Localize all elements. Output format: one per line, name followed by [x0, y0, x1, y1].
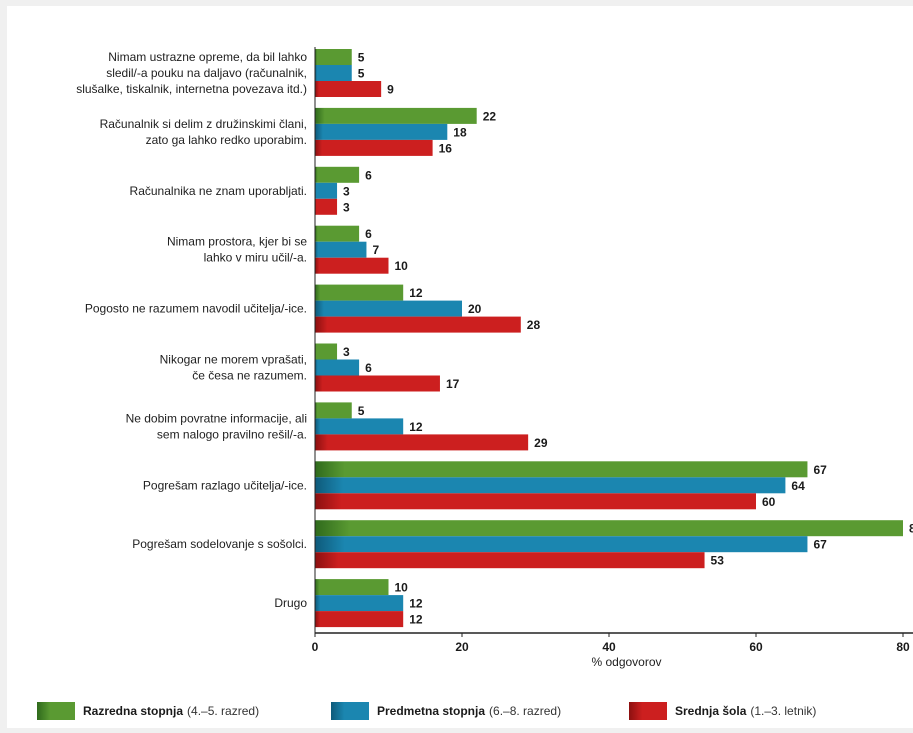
bar-predmetna	[315, 359, 360, 376]
value-label: 16	[439, 141, 453, 155]
legend-swatch-razredna	[37, 702, 75, 720]
value-label: 53	[711, 554, 725, 568]
x-axis-title: % odgovorov	[591, 655, 661, 669]
category-label: Drugo	[274, 596, 307, 610]
category-label: Nimam prostora, kjer bi se	[167, 235, 307, 249]
chart-panel: 5 5 9 Nimam ustrazne opreme, da bil lahko sl…	[7, 6, 913, 728]
value-label: 12	[409, 597, 423, 611]
bar-srednja	[315, 611, 404, 628]
bar-predmetna	[315, 300, 462, 317]
bar-predmetna	[315, 595, 404, 612]
legend-name: Razredna stopnja	[83, 704, 184, 718]
x-tick-label: 0	[312, 640, 319, 654]
value-label: 6	[365, 227, 372, 241]
bar-razredna	[315, 225, 360, 242]
bar-predmetna	[315, 241, 367, 258]
bar-razredna	[315, 166, 360, 183]
bar-razredna	[315, 284, 404, 301]
legend-swatch-srednja	[629, 702, 667, 720]
x-tick-label: 60	[749, 640, 763, 654]
value-label: 12	[409, 420, 423, 434]
legend-name: Srednja šola	[675, 704, 747, 718]
bar-razredna	[315, 461, 808, 478]
value-label: 6	[365, 361, 372, 375]
bar-srednja	[315, 81, 382, 97]
legend-item-predmetna: Predmetna stopnja (6.–8. razred)	[331, 702, 561, 720]
value-label: 64	[791, 479, 805, 493]
bar-razredna	[315, 343, 338, 360]
value-label: 10	[395, 581, 409, 595]
bar-srednja	[315, 198, 338, 215]
category-label: slušalke, tiskalnik, internetna povezava…	[76, 82, 307, 96]
category-label: lahko v miru učil/-a.	[204, 251, 307, 265]
value-label: 60	[762, 495, 776, 509]
category-label: Pogrešam razlago učitelja/-ice.	[143, 478, 307, 492]
value-label: 5	[358, 404, 365, 418]
legend-note: (6.–8. razred)	[489, 704, 562, 718]
category-label: Pogrešam sodelovanje s sošolci.	[132, 537, 307, 551]
bar-razredna	[315, 579, 389, 596]
value-label: 67	[813, 463, 827, 477]
legend-swatch-predmetna	[331, 702, 369, 720]
bar-razredna	[315, 107, 477, 124]
legend-item-razredna: Razredna stopnja (4.–5. razred)	[37, 702, 259, 720]
value-label: 80	[909, 522, 913, 536]
legend-note: (4.–5. razred)	[187, 704, 260, 718]
bar-predmetna	[315, 536, 808, 553]
legend-name: Predmetna stopnja	[377, 704, 486, 718]
value-label: 10	[395, 259, 409, 273]
bar-srednja	[315, 552, 705, 569]
category-label: Nimam ustrazne opreme, da bil lahko	[108, 50, 307, 64]
x-tick-label: 20	[455, 640, 469, 654]
bar-chart: 5 5 9 Nimam ustrazne opreme, da bil lahko sl…	[76, 47, 913, 669]
value-label: 7	[372, 243, 379, 257]
value-label: 22	[483, 109, 497, 123]
bar-srednja	[315, 257, 389, 274]
bar-srednja	[315, 139, 433, 156]
x-tick-label: 80	[896, 640, 910, 654]
bar-razredna	[315, 49, 352, 65]
category-label: Računalnik si delim z družinskimi člani,	[100, 117, 307, 131]
category-label: Pogosto ne razumem navodil učitelja/-ice…	[85, 302, 307, 316]
bar-predmetna	[315, 477, 786, 494]
value-label: 12	[409, 613, 423, 627]
bar-predmetna	[315, 418, 404, 435]
bar-srednja	[315, 493, 756, 510]
bar-razredna	[315, 520, 903, 537]
category-label: sem nalogo pravilno rešil/-a.	[157, 427, 307, 441]
value-label: 3	[343, 200, 350, 214]
value-label: 29	[534, 436, 548, 450]
x-tick-label: 40	[602, 640, 616, 654]
value-label: 20	[468, 302, 482, 316]
bar-srednja	[315, 316, 521, 333]
bar-predmetna	[315, 65, 352, 81]
bar-srednja	[315, 375, 440, 392]
value-label: 6	[365, 168, 372, 182]
value-label: 28	[527, 318, 541, 332]
bar-razredna	[315, 402, 352, 419]
value-label: 5	[358, 67, 365, 81]
value-label: 3	[343, 345, 350, 359]
bar-predmetna	[315, 123, 448, 140]
category-label: sledil/-a pouku na daljavo (računalnik,	[106, 66, 307, 80]
legend-note: (1.–3. letnik)	[750, 704, 817, 718]
bar-predmetna	[315, 182, 338, 199]
bar-srednja	[315, 434, 529, 451]
value-label: 9	[387, 83, 394, 97]
category-label: Ne dobim povratne informacije, ali	[126, 411, 307, 425]
category-label: Računalnika ne znam uporabljati.	[130, 184, 307, 198]
value-label: 3	[343, 184, 350, 198]
category-label: če česa ne razumem.	[192, 369, 307, 383]
value-label: 18	[453, 125, 467, 139]
value-label: 67	[813, 538, 827, 552]
value-label: 17	[446, 377, 460, 391]
category-label: zato ga lahko redko uporabim.	[146, 133, 307, 147]
legend-item-srednja: Srednja šola (1.–3. letnik)	[629, 702, 816, 720]
category-label: Nikogar ne morem vprašati,	[160, 353, 307, 367]
value-label: 12	[409, 286, 423, 300]
value-label: 5	[358, 51, 365, 65]
